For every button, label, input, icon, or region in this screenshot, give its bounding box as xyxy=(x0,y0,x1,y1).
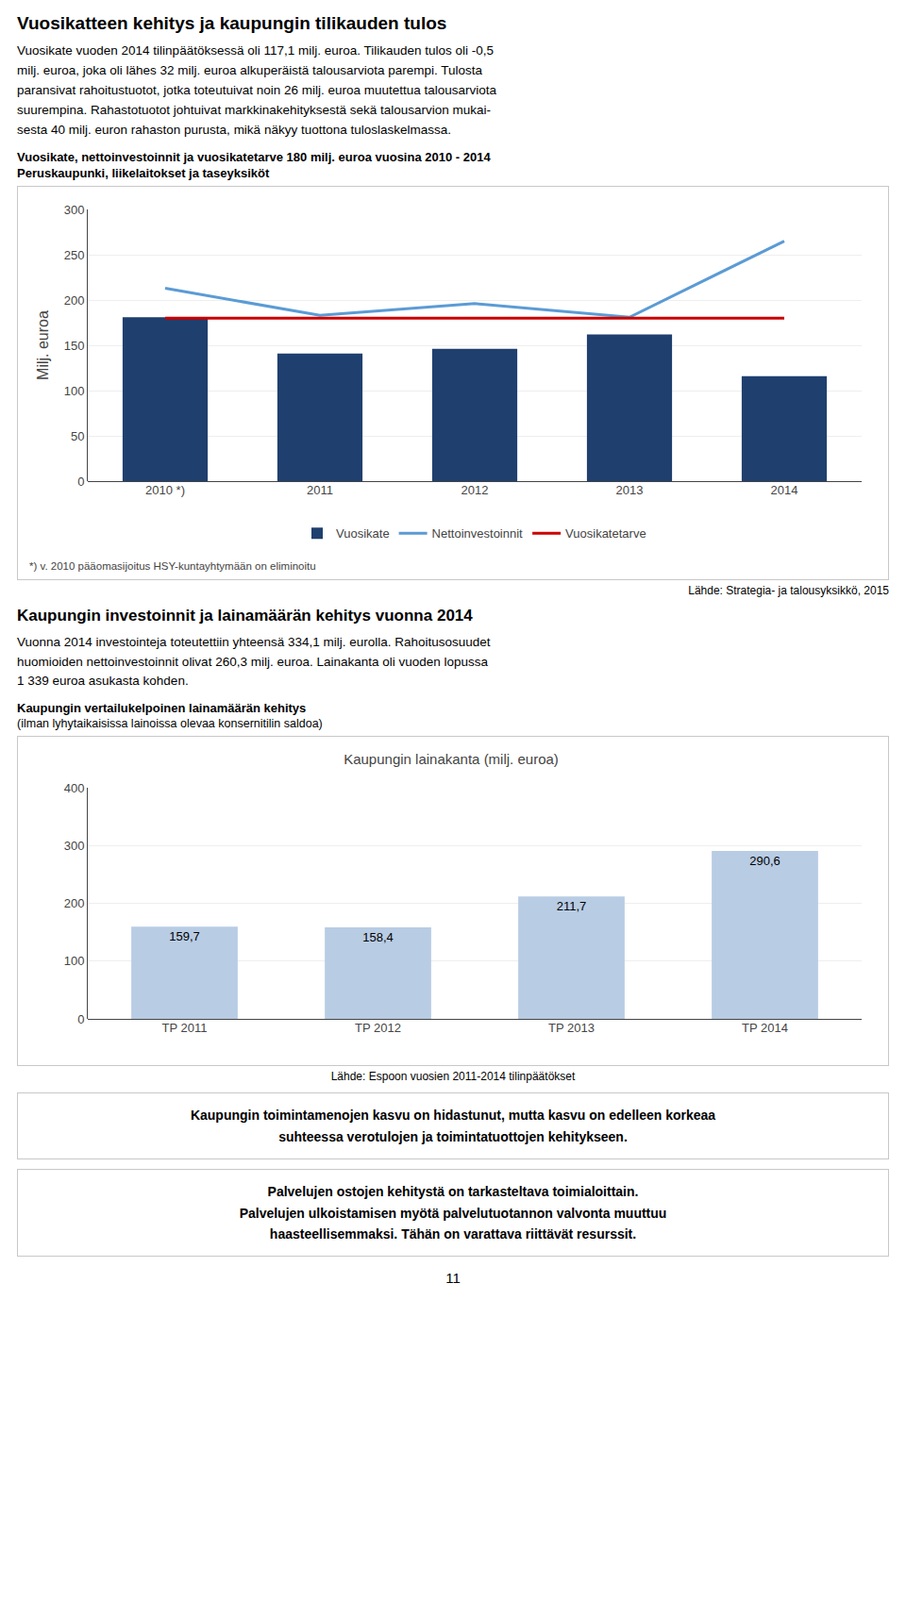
html-text:haasteellisemmaksi. Tähän on v: haasteellisemmaksi. Tähän on varattava r… xyxy=(269,1226,637,1242)
svg-text:TP 2014: TP 2014 xyxy=(741,1021,789,1036)
svg-text:159,7: 159,7 xyxy=(168,930,201,945)
svg-text:200: 200 xyxy=(64,292,85,307)
svg-text:TP 2011: TP 2011 xyxy=(162,1021,208,1036)
html-text:Lähde: Espoon vuosien 2011-201: Lähde: Espoon vuosien 2011-2014 tilinpää… xyxy=(330,1070,576,1084)
svg-text:2011: 2011 xyxy=(306,483,334,498)
svg-text:300: 300 xyxy=(64,201,85,217)
html-text:11: 11 xyxy=(445,1270,461,1287)
svg-text:300: 300 xyxy=(64,838,85,854)
html-text:Palvelujen ulkoistamisen myötä: Palvelujen ulkoistamisen myötä palvelutu… xyxy=(239,1205,667,1221)
svg-text:Vuosikatetarve: Vuosikatetarve xyxy=(565,526,647,541)
svg-text:250: 250 xyxy=(64,247,85,262)
svg-text:2010 *): 2010 *) xyxy=(145,483,185,498)
svg-text:290,6: 290,6 xyxy=(749,854,781,869)
svg-text:100: 100 xyxy=(64,383,85,398)
svg-text:TP 2012: TP 2012 xyxy=(354,1021,402,1036)
svg-text:2012: 2012 xyxy=(461,483,489,498)
html-text:Lähde: Strategia- ja talousyks: Lähde: Strategia- ja talousyksikkö, 2015 xyxy=(688,583,890,598)
svg-text:50: 50 xyxy=(70,428,84,443)
svg-text:Nettoinvestoinnit: Nettoinvestoinnit xyxy=(432,526,523,541)
svg-text:Kaupungin lainakanta (milj. eu: Kaupungin lainakanta (milj. euroa) xyxy=(343,751,559,768)
html-text:Vuosikatteen kehitys ja kaupun: Vuosikatteen kehitys ja kaupungin tilika… xyxy=(16,13,447,34)
svg-text:150: 150 xyxy=(64,337,85,353)
svg-text:Milj. euroa: Milj. euroa xyxy=(34,310,51,381)
svg-text:2013: 2013 xyxy=(616,483,644,498)
svg-text:158,4: 158,4 xyxy=(362,930,394,945)
html-text:suhteessa verotulojen ja toimi: suhteessa verotulojen ja toimintatuottoj… xyxy=(278,1129,628,1145)
html-text:Palvelujen ostojen kehitystä o: Palvelujen ostojen kehitystä on tarkaste… xyxy=(267,1184,639,1200)
svg-text:TP 2013: TP 2013 xyxy=(548,1021,595,1036)
svg-text:0: 0 xyxy=(77,1012,84,1027)
html-text:Vuonna 2014 investointeja tote: Vuonna 2014 investointeja toteutettiin y… xyxy=(16,634,491,689)
html-text:Vuosikate vuoden 2014 tilinpää: Vuosikate vuoden 2014 tilinpäätöksessä o… xyxy=(16,43,497,137)
svg-text:0: 0 xyxy=(77,473,84,488)
html-text:Kaupungin toimintamenojen kasv: Kaupungin toimintamenojen kasvu on hidas… xyxy=(190,1108,716,1124)
html-text:*) v. 2010 pääomasijoitus HSY-: *) v. 2010 pääomasijoitus HSY-kuntayhtym… xyxy=(29,560,316,572)
html-text:Vuosikate, nettoinvestoinnit j: Vuosikate, nettoinvestoinnit ja vuosikat… xyxy=(16,149,491,164)
svg-text:200: 200 xyxy=(64,896,85,911)
svg-text:400: 400 xyxy=(64,781,85,796)
html-text:Kaupungin investoinnit ja lain: Kaupungin investoinnit ja lainamäärän ke… xyxy=(16,606,473,625)
html-text:Kaupungin vertailukelpoinen la: Kaupungin vertailukelpoinen lainamäärän … xyxy=(16,701,307,716)
svg-text:100: 100 xyxy=(64,955,85,970)
svg-text:2014: 2014 xyxy=(771,483,799,498)
html-text:(ilman lyhytaikaisissa lainois: (ilman lyhytaikaisissa lainoissa olevaa … xyxy=(16,717,323,731)
html-text:Peruskaupunki, liikelaitokset: Peruskaupunki, liikelaitokset ja taseyks… xyxy=(16,165,270,180)
svg-text:Vuosikate: Vuosikate xyxy=(335,526,390,541)
svg-text:211,7: 211,7 xyxy=(556,900,588,915)
